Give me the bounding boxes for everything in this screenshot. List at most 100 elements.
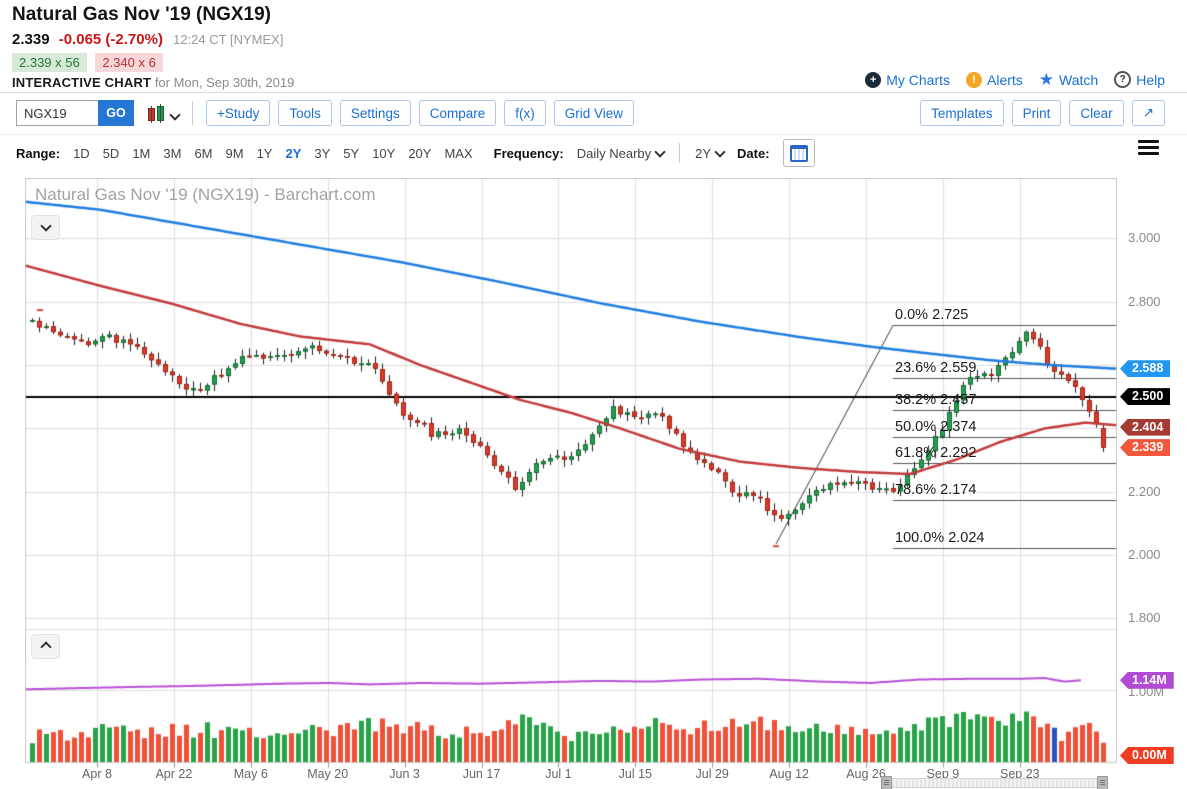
x-axis-label: Jul 1: [545, 767, 572, 781]
chevron-down-icon: [39, 220, 52, 232]
range-option-9m[interactable]: 9M: [225, 145, 244, 161]
range-option-5d[interactable]: 5D: [102, 145, 120, 161]
calendar-icon: [789, 144, 808, 162]
fib-level-label: 0.0% 2.725: [895, 307, 969, 324]
time-scrollbar-left-handle[interactable]: [881, 776, 892, 789]
symbol-search: GO: [16, 100, 134, 126]
expand-button[interactable]: ↗: [1131, 100, 1165, 126]
frequency-dropdown[interactable]: Daily Nearby: [577, 146, 666, 161]
quote-row: 2.339 -0.065 (-2.70%) 12:24 CT [NYMEX]: [12, 31, 283, 48]
header-link-help[interactable]: ? Help: [1114, 71, 1165, 88]
quote-time: 12:24 CT [NYMEX]: [173, 32, 284, 47]
templates-button[interactable]: Templates: [920, 100, 1004, 126]
toolbar-divider: [192, 101, 193, 125]
page-title: Natural Gas Nov '19 (NGX19): [12, 4, 271, 25]
period-dropdown[interactable]: 2Y: [695, 146, 726, 161]
x-axis-label: May 20: [307, 767, 349, 781]
collapse-main-panel-button[interactable]: [31, 215, 60, 240]
x-axis-label: Sep 23: [999, 767, 1040, 781]
y-axis-label: 2.800: [1128, 293, 1161, 309]
range-option-3y[interactable]: 3Y: [314, 145, 331, 161]
candlestick-icon: [148, 105, 155, 123]
compare-button[interactable]: Compare: [418, 100, 497, 126]
price-badge-2.500: 2.500: [1120, 388, 1171, 406]
grid-view-button[interactable]: Grid View: [553, 100, 635, 126]
chart-type-dropdown[interactable]: [148, 103, 181, 123]
section-heading: INTERACTIVE CHART for Mon, Sep 30th, 201…: [12, 75, 295, 90]
range-option-1d[interactable]: 1D: [73, 145, 90, 161]
header-link-watch[interactable]: ★ Watch: [1039, 71, 1099, 88]
time-scrollbar-right-handle[interactable]: [1097, 776, 1108, 789]
tools-button[interactable]: Tools: [278, 100, 332, 126]
fib-level-label: 61.8% 2.292: [895, 444, 977, 461]
range-option-6m[interactable]: 6M: [194, 145, 213, 161]
toolbar-divider-line: [0, 134, 1187, 135]
x-axis-label: Apr 22: [155, 767, 193, 781]
candlestick-icon: [157, 103, 164, 123]
x-axis-label: May 6: [233, 767, 268, 781]
bid-chip: 2.339 x 56: [12, 53, 87, 72]
f-x-button[interactable]: f(x): [504, 100, 546, 126]
fib-level-label: 23.6% 2.559: [895, 359, 977, 376]
header-link-my-charts[interactable]: + My Charts: [865, 71, 950, 88]
price-chart-canvas[interactable]: [25, 178, 1117, 789]
header-link-label: Alerts: [987, 71, 1023, 88]
fib-level-label: 50.0% 2.374: [895, 418, 977, 435]
x-axis-label: Apr 8: [82, 767, 112, 781]
expand-arrow-icon: ↗: [1142, 105, 1154, 120]
x-axis-label: Aug 12: [769, 767, 809, 781]
bid-ask-row: 2.339 x 56 2.340 x 6: [12, 53, 168, 72]
question-circle-icon: ?: [1114, 71, 1132, 88]
range-items: 1D 5D 1M 3M 6M 9M 1Y 2Y 3Y 5Y 10Y 20Y MAX: [73, 146, 473, 161]
price-change: -0.065 (-2.70%): [58, 31, 163, 48]
range-label: Range:: [16, 145, 61, 161]
header-link-label: Help: [1136, 71, 1165, 88]
study-button[interactable]: +Study: [206, 100, 271, 126]
range-option-3m[interactable]: 3M: [163, 145, 182, 161]
go-button[interactable]: GO: [98, 100, 134, 126]
y-axis-label: 2.000: [1128, 547, 1161, 563]
chevron-down-icon: [169, 108, 181, 121]
header-link-alerts[interactable]: ! Alerts: [966, 71, 1023, 88]
range-option-20y[interactable]: 20Y: [408, 145, 432, 161]
range-option-1m[interactable]: 1M: [132, 145, 151, 161]
x-axis-label: Jun 17: [462, 767, 501, 781]
menu-icon[interactable]: [1138, 140, 1159, 155]
symbol-input[interactable]: [16, 100, 98, 126]
ask-chip: 2.340 x 6: [95, 53, 163, 72]
toolbar-right: Templates Print Clear ↗: [920, 100, 1165, 126]
range-option-2y[interactable]: 2Y: [285, 145, 302, 161]
range-bar: Range: 1D 5D 1M 3M 6M 9M 1Y 2Y 3Y 5Y 10Y 20Y MAX Fre…: [16, 139, 815, 167]
clear-button[interactable]: Clear: [1069, 100, 1124, 126]
header-link-label: Watch: [1059, 71, 1099, 88]
chevron-down-icon: [714, 146, 726, 158]
header-links: + My Charts! Alerts ★ Watch? Help: [865, 71, 1165, 88]
x-axis-label: Jul 29: [695, 767, 729, 781]
frequency-label: Frequency:: [493, 145, 564, 161]
fib-level-label: 38.2% 2.457: [895, 392, 977, 409]
range-option-max[interactable]: MAX: [444, 145, 473, 161]
volume-badge: 0.00M: [1120, 747, 1174, 764]
x-axis-label: Sep 9: [926, 767, 960, 781]
range-option-5y[interactable]: 5Y: [343, 145, 360, 161]
alert-circle-icon: !: [966, 71, 982, 88]
print-button[interactable]: Print: [1011, 100, 1062, 126]
settings-button[interactable]: Settings: [339, 100, 411, 126]
indicator-badge: 1.14M: [1120, 671, 1174, 689]
price-badge-2.339: 2.339: [1120, 439, 1171, 457]
fib-level-label: 78.6% 2.174: [895, 481, 977, 498]
y-axis-label: 3.000: [1128, 230, 1161, 246]
last-price: 2.339: [12, 31, 50, 48]
y-axis-label: 1.800: [1128, 610, 1161, 626]
header-link-label: My Charts: [886, 71, 950, 88]
date-picker-button[interactable]: [782, 139, 815, 167]
range-option-10y[interactable]: 10Y: [372, 145, 396, 161]
chevron-up-icon: [39, 640, 52, 653]
range-option-1y[interactable]: 1Y: [256, 145, 273, 161]
fib-level-label: 100.0% 2.024: [895, 529, 985, 546]
collapse-lower-panel-button[interactable]: [31, 634, 60, 659]
date-label: Date:: [737, 145, 770, 161]
time-scrollbar-track[interactable]: [887, 778, 1101, 788]
chart-widget: Natural Gas Nov '19 (NGX19) - Barchart.c…: [25, 178, 1187, 789]
